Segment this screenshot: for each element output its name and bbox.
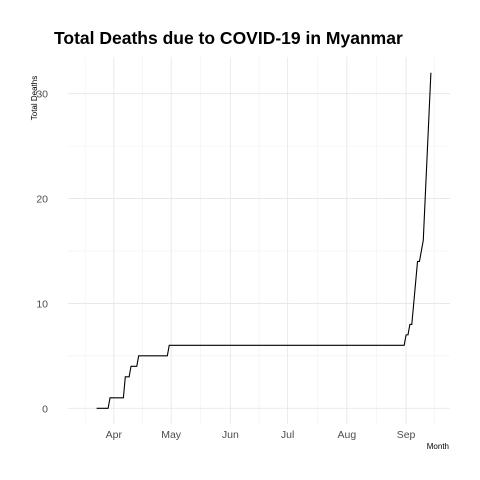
- major-gridlines: [68, 57, 450, 424]
- x-tick-label-sep: Sep: [397, 429, 416, 441]
- deaths-series-line: [96, 72, 432, 409]
- x-tick-label-apr: Apr: [106, 429, 123, 441]
- chart-title: Total Deaths due to COVID-19 in Myanmar: [54, 28, 403, 48]
- x-tick-label-jun: Jun: [222, 429, 239, 441]
- y-tick-label: 20: [36, 194, 48, 206]
- y-tick-label: 0: [42, 403, 48, 415]
- x-axis-tick-labels: Apr May Jun Jul Aug Sep: [106, 429, 416, 441]
- x-tick-label-may: May: [161, 429, 182, 441]
- x-axis-title: Month: [427, 442, 449, 451]
- y-tick-label: 30: [36, 89, 48, 101]
- y-axis-title: Total Deaths: [30, 76, 39, 120]
- minor-gridlines: [68, 57, 450, 424]
- x-tick-label-jul: Jul: [281, 429, 294, 441]
- y-tick-label: 10: [36, 298, 48, 310]
- x-tick-label-aug: Aug: [338, 429, 357, 441]
- y-axis-tick-labels: 0 10 20 30: [36, 89, 48, 416]
